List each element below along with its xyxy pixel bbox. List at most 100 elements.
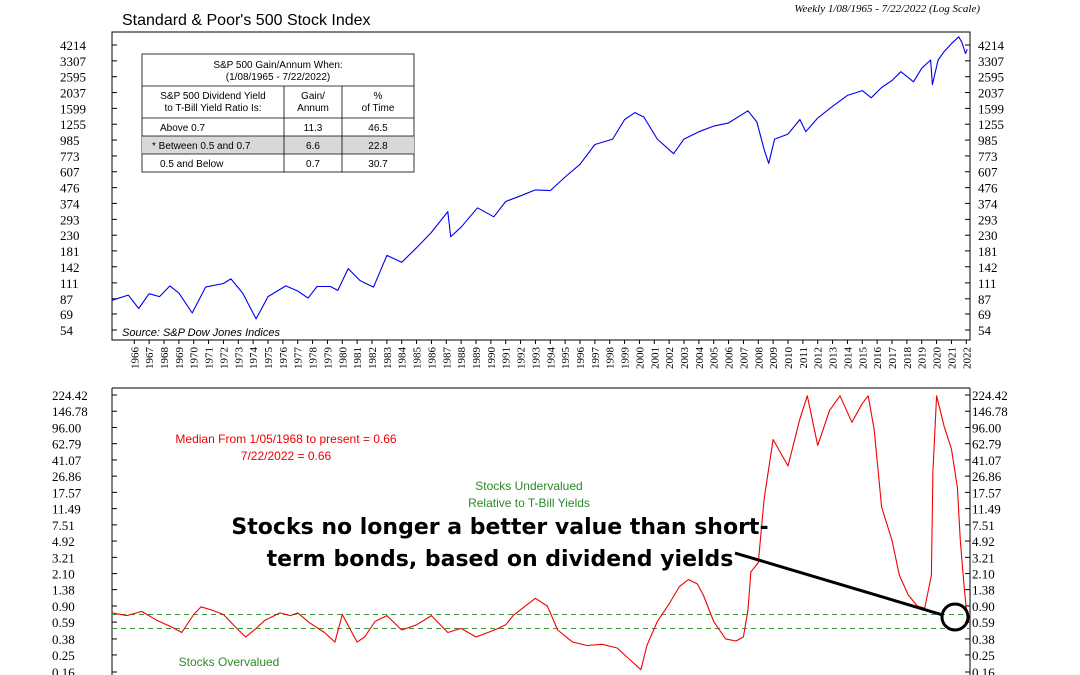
stats-row-label: Above 0.7	[160, 123, 205, 134]
year-label: 2006	[724, 347, 736, 370]
year-label: 1978	[308, 347, 320, 370]
price-tick-label-left: 374	[60, 196, 80, 211]
price-tick-label-left: 4214	[60, 38, 87, 53]
stats-table-subheading: (1/08/1965 - 7/22/2022)	[226, 72, 331, 83]
callout-circle	[940, 602, 970, 632]
price-tick-label-left: 3307	[60, 54, 87, 69]
ratio-tick-label-left: 41.07	[52, 453, 82, 468]
year-label: 1996	[575, 347, 587, 370]
ratio-tick-label-right: 2.10	[972, 567, 995, 582]
year-label: 1989	[471, 347, 483, 370]
col1-header-line1: S&P 500 Dividend Yield	[160, 91, 265, 102]
stats-row-label: * Between 0.5 and 0.7	[152, 141, 251, 152]
price-tick-label-right: 2037	[978, 86, 1005, 101]
price-tick-label-right: 607	[978, 165, 998, 180]
year-label: 1990	[486, 347, 498, 370]
median-annotation-line2: 7/22/2022 = 0.66	[241, 449, 332, 463]
price-tick-label-left: 69	[60, 307, 73, 322]
ratio-tick-label-left: 224.42	[52, 388, 88, 403]
year-label: 1992	[516, 347, 528, 369]
price-tick-label-left: 87	[60, 292, 74, 307]
ratio-tick-label-left: 96.00	[52, 420, 81, 435]
year-label: 1984	[397, 347, 409, 370]
price-tick-label-right: 2595	[978, 70, 1004, 85]
year-label: 2016	[872, 347, 884, 370]
stats-row-time: 22.8	[368, 141, 388, 152]
chart-title: Standard & Poor's 500 Stock Index	[122, 12, 371, 29]
year-label: 2009	[768, 347, 780, 370]
ratio-tick-label-right: 146.78	[972, 404, 1008, 419]
stats-row-gain: 11.3	[304, 123, 323, 134]
price-tick-label-right: 3307	[978, 54, 1005, 69]
ratio-tick-label-left: 62.79	[52, 437, 81, 452]
price-tick-label-left: 773	[60, 149, 80, 164]
price-tick-label-right: 374	[978, 196, 998, 211]
year-label: 2014	[842, 347, 854, 370]
year-label: 1980	[337, 347, 349, 370]
stats-row-label: 0.5 and Below	[160, 159, 224, 170]
year-label: 1968	[159, 347, 171, 370]
ratio-tick-label-right: 41.07	[972, 453, 1002, 468]
price-tick-label-left: 476	[60, 181, 80, 196]
year-label: 1967	[144, 347, 156, 370]
ratio-series	[111, 395, 968, 671]
price-tick-label-right: 111	[978, 276, 997, 291]
ratio-tick-label-right: 224.42	[972, 388, 1008, 403]
year-label: 2012	[813, 347, 825, 369]
price-tick-label-right: 54	[978, 323, 992, 338]
price-tick-label-left: 985	[60, 133, 80, 148]
year-label: 1994	[545, 347, 557, 370]
ratio-tick-label-left: 1.38	[52, 583, 75, 598]
price-series	[111, 36, 968, 320]
year-label: 1979	[322, 347, 334, 370]
ratio-tick-label-right: 3.21	[972, 550, 995, 565]
year-label: 1991	[501, 347, 513, 369]
median-annotation-line1: Median From 1/05/1968 to present = 0.66	[175, 432, 396, 446]
callout-text: Stocks no longer a better value than sho…	[230, 512, 770, 576]
ratio-tick-label-right: 26.86	[972, 469, 1002, 484]
price-line	[111, 36, 968, 320]
year-label: 1982	[367, 347, 379, 369]
ratio-tick-label-left: 11.49	[52, 502, 81, 517]
price-tick-label-right: 773	[978, 149, 998, 164]
year-label: 1997	[590, 347, 602, 370]
year-label: 1998	[605, 347, 617, 370]
year-label: 1972	[218, 347, 230, 369]
year-label: 2005	[709, 347, 721, 370]
price-tick-label-right: 293	[978, 212, 998, 227]
year-label: 2001	[649, 347, 661, 369]
ratio-tick-label-right: 96.00	[972, 420, 1001, 435]
ratio-tick-label-left: 4.92	[52, 534, 75, 549]
ratio-tick-label-right: 7.51	[972, 518, 995, 533]
year-label: 1971	[204, 347, 216, 369]
col2-header-line2: Annum	[297, 103, 329, 114]
ratio-tick-label-left: 0.38	[52, 632, 75, 647]
ratio-tick-label-right: 17.57	[972, 485, 1002, 500]
year-label: 1983	[382, 347, 394, 370]
price-tick-label-right: 1599	[978, 101, 1004, 116]
price-tick-label-right: 230	[978, 228, 998, 243]
overvalued-annotation: Stocks Overvalued	[179, 655, 280, 669]
year-label: 2007	[738, 347, 750, 370]
ratio-tick-label-left: 2.10	[52, 567, 75, 582]
year-label: 2015	[857, 347, 869, 370]
reference-lines	[112, 614, 970, 629]
price-tick-label-right: 4214	[978, 38, 1005, 53]
col3-header-line2: of Time	[362, 103, 395, 114]
year-label: 2013	[828, 347, 840, 370]
ratio-tick-label-left: 0.25	[52, 648, 75, 663]
price-tick-label-left: 2037	[60, 86, 87, 101]
year-label: 1973	[233, 347, 245, 370]
price-tick-label-right: 87	[978, 292, 992, 307]
ratio-tick-label-right: 4.92	[972, 534, 995, 549]
undervalued-annotation-line1: Stocks Undervalued	[475, 479, 582, 493]
year-label: 1977	[293, 347, 305, 370]
year-label: 2018	[902, 347, 914, 370]
year-label: 1986	[426, 347, 438, 370]
price-tick-label-left: 181	[60, 244, 80, 259]
ratio-tick-label-left: 0.59	[52, 615, 75, 630]
ratio-tick-label-left: 3.21	[52, 550, 75, 565]
year-label: 1976	[278, 347, 290, 370]
year-label: 1993	[530, 347, 542, 370]
